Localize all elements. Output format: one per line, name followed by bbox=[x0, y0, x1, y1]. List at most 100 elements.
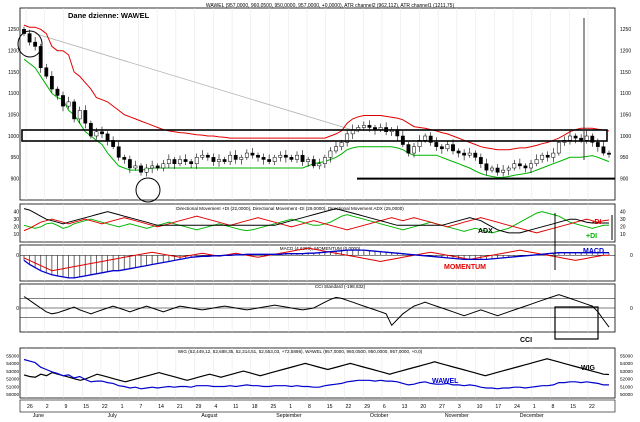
cci-panel-title: CCI Standard (-198,632) bbox=[315, 284, 366, 289]
candle bbox=[445, 140, 450, 152]
candle bbox=[556, 139, 561, 156]
x-tick-label: 20 bbox=[420, 404, 426, 410]
candle bbox=[545, 151, 550, 162]
cci-label: CCI bbox=[520, 337, 532, 344]
candle bbox=[77, 106, 82, 124]
macd-line bbox=[23, 249, 609, 279]
plus-di-label: +DI bbox=[586, 233, 597, 240]
candle bbox=[345, 130, 350, 147]
adx-label: ADX bbox=[478, 228, 493, 235]
x-tick-label: 2 bbox=[46, 404, 49, 410]
month-label: October bbox=[370, 413, 389, 419]
trendline bbox=[35, 33, 359, 133]
candle bbox=[317, 158, 322, 170]
candle bbox=[228, 151, 233, 166]
candle bbox=[473, 150, 478, 161]
candle bbox=[133, 160, 138, 171]
candle bbox=[434, 137, 439, 151]
x-tick-label: 26 bbox=[27, 404, 33, 410]
x-tick-label: 8 bbox=[552, 404, 555, 410]
candle bbox=[283, 150, 288, 163]
wig-y-tick-label: 51000 bbox=[620, 384, 633, 389]
candle bbox=[83, 105, 88, 129]
candle bbox=[256, 152, 260, 162]
candle bbox=[462, 149, 467, 161]
candle bbox=[529, 159, 533, 174]
price-y-tick-label: 900 bbox=[11, 176, 20, 182]
x-tick-label: 22 bbox=[589, 404, 595, 410]
wawel-label: WAWEL bbox=[432, 378, 459, 385]
candle bbox=[295, 151, 299, 163]
candle bbox=[127, 155, 132, 174]
candle bbox=[456, 148, 461, 158]
macd-panel bbox=[19, 244, 616, 282]
price-y-tick-label: 1000 bbox=[8, 134, 19, 140]
x-tick-label: 1 bbox=[121, 404, 124, 410]
candle bbox=[272, 154, 277, 166]
candle bbox=[161, 159, 166, 172]
candle bbox=[428, 132, 433, 146]
dmi-series-line bbox=[23, 208, 609, 234]
wig-y-tick-label: 54000 bbox=[6, 361, 19, 366]
candle bbox=[501, 165, 506, 177]
candle bbox=[233, 150, 238, 164]
candle bbox=[451, 139, 455, 155]
candle bbox=[116, 141, 121, 161]
minus-di-label: -DI bbox=[592, 219, 601, 226]
candle bbox=[72, 99, 77, 123]
candle bbox=[100, 126, 104, 139]
x-tick-label: 17 bbox=[495, 404, 501, 410]
x-tick-label: 7 bbox=[139, 404, 142, 410]
price-y-tick-label: 1200 bbox=[620, 48, 631, 54]
candle bbox=[512, 159, 517, 171]
wig-y-tick-label: 53000 bbox=[620, 369, 633, 374]
candle bbox=[250, 147, 255, 159]
bottom-highlight-circle bbox=[135, 177, 161, 203]
candle bbox=[417, 135, 422, 152]
x-tick-label: 25 bbox=[271, 404, 277, 410]
x-tick-label: 15 bbox=[327, 404, 333, 410]
dmi-panel-title: Directional Movement +DI (22,0000), Dire… bbox=[176, 206, 404, 211]
cci-layer bbox=[20, 294, 615, 328]
macd-panel-title: MACD (4,6293), MOMENTUM (0,0000) bbox=[280, 246, 361, 251]
dmi-y-tick-label: 20 bbox=[13, 225, 19, 231]
wig-y-tick-label: 52000 bbox=[6, 377, 19, 382]
candle bbox=[384, 122, 389, 136]
wig-line bbox=[23, 358, 610, 383]
x-tick-label: 1 bbox=[533, 404, 536, 410]
candle bbox=[139, 163, 143, 176]
candle bbox=[66, 96, 71, 109]
candle bbox=[200, 150, 205, 160]
candle bbox=[484, 158, 489, 176]
candle bbox=[150, 160, 155, 174]
x-tick-label: 18 bbox=[252, 404, 258, 410]
candle-layer bbox=[22, 26, 611, 177]
x-tick-label: 15 bbox=[83, 404, 89, 410]
candle bbox=[490, 165, 494, 173]
candle bbox=[311, 155, 316, 169]
candle bbox=[601, 141, 606, 156]
candle bbox=[412, 142, 416, 158]
price-panel bbox=[19, 7, 616, 201]
candle bbox=[289, 154, 294, 163]
momentum-line bbox=[23, 247, 609, 272]
candle bbox=[194, 153, 199, 169]
candle bbox=[607, 150, 611, 158]
x-tick-label: 4 bbox=[214, 404, 217, 410]
x-tick-label: 24 bbox=[514, 404, 520, 410]
month-label: November bbox=[445, 413, 469, 419]
candle bbox=[44, 63, 49, 79]
candle bbox=[144, 164, 149, 177]
x-tick-label: 29 bbox=[196, 404, 202, 410]
x-tick-labels: 26 2 9 15 22 1 7 14 21 29 4 11 18 25 1 8 15 22 29 6 13 20 27 3 1… bbox=[27, 404, 595, 419]
cci-highlight-box bbox=[554, 306, 599, 340]
x-tick-label: 22 bbox=[102, 404, 108, 410]
candle bbox=[33, 37, 38, 51]
wawel-line bbox=[23, 358, 609, 390]
candle bbox=[267, 154, 272, 165]
month-label: August bbox=[201, 413, 218, 419]
candle bbox=[166, 154, 171, 168]
wig-y-tick-label: 55000 bbox=[620, 353, 633, 358]
top-highlight-circle bbox=[17, 30, 43, 58]
